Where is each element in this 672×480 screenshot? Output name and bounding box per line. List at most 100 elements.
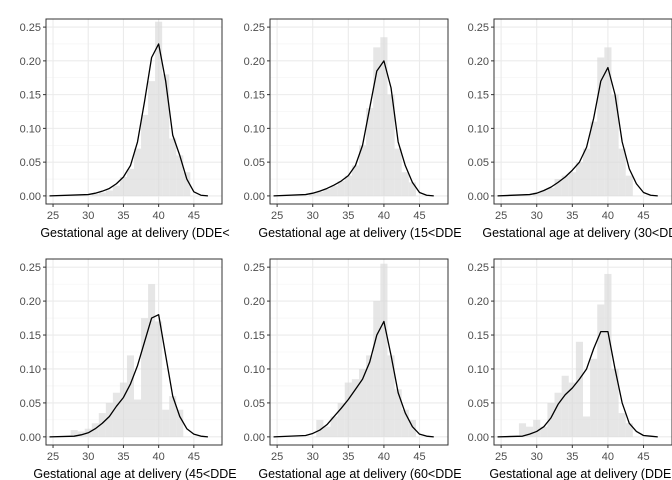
x-axis-title: Gestational age at delivery (DDE> <box>489 467 672 480</box>
histogram-bar <box>337 402 345 437</box>
histogram-bar <box>568 382 576 437</box>
plot-area <box>270 259 448 445</box>
histogram-bar <box>309 193 317 196</box>
histogram-bar <box>366 355 374 437</box>
histogram-bar <box>77 431 85 437</box>
histogram-bar <box>134 148 142 196</box>
x-tick-label: 25 <box>47 210 59 222</box>
y-tick-label: 0.25 <box>244 22 265 34</box>
x-tick-label: 45 <box>637 451 649 463</box>
histogram-bar <box>618 413 626 437</box>
histogram-bar <box>611 368 619 437</box>
histogram-bar <box>98 192 106 196</box>
histogram-bar <box>126 355 134 437</box>
y-tick-label: 0.25 <box>244 262 265 274</box>
density-curve <box>273 320 434 438</box>
x-tick-label: 35 <box>342 210 354 222</box>
histogram-bar <box>105 190 113 196</box>
y-tick-label: 0.00 <box>244 191 265 203</box>
y-tick-label: 0.10 <box>244 123 265 135</box>
histogram-bar <box>169 396 177 437</box>
histogram-bar <box>590 358 598 437</box>
histogram-bar <box>316 419 324 437</box>
histogram-bar <box>526 426 534 437</box>
histogram-bar <box>394 148 402 196</box>
panel-border <box>45 18 223 205</box>
y-tick-label: 0.00 <box>20 191 41 203</box>
y-tick-label: 0.15 <box>244 90 265 102</box>
histogram-bar <box>148 81 156 196</box>
histogram-bar <box>330 185 338 196</box>
histogram-bar <box>70 430 78 437</box>
facet-panel-2: 0.00 0.05 0.10 0.15 0.20 0.25 25 30 35 40 45 Gestat… <box>244 18 462 240</box>
x-axis-title: Gestational age at delivery (15<DDE <box>258 226 461 240</box>
histogram-bar <box>540 190 548 196</box>
histogram-bar <box>604 273 612 437</box>
histogram-bar <box>373 47 381 196</box>
y-tick-label: 0.15 <box>468 330 489 342</box>
y-tick-label: 0.15 <box>244 330 265 342</box>
y-tick-label: 0.05 <box>20 398 41 410</box>
histogram-bar <box>359 145 367 196</box>
y-tick-label: 0.05 <box>244 157 265 169</box>
histogram-bar <box>126 168 134 196</box>
facet-panel-3: 0.00 0.05 0.10 0.15 0.20 0.25 25 30 35 40 45 Gestat… <box>468 18 672 240</box>
y-tick-label: 0.25 <box>468 262 489 274</box>
plot-area <box>494 19 672 204</box>
y-tick-label: 0.00 <box>468 432 489 444</box>
histogram-bar <box>344 382 352 437</box>
x-tick-label: 30 <box>307 210 319 222</box>
histogram-bar <box>155 21 163 196</box>
histogram-bar <box>597 304 605 437</box>
histogram-bar <box>401 409 409 437</box>
x-tick-label: 45 <box>188 210 200 222</box>
x-tick-label: 40 <box>153 451 165 463</box>
x-tick-label: 30 <box>531 210 543 222</box>
y-tick-label: 0.00 <box>20 432 41 444</box>
histogram-bar <box>547 402 555 437</box>
y-tick-label: 0.25 <box>468 22 489 34</box>
histogram-bar <box>611 94 619 196</box>
x-axis-title: Gestational age at delivery (60<DDE <box>258 467 461 480</box>
x-tick-label: 40 <box>378 210 390 222</box>
histogram-bar <box>330 416 338 437</box>
x-tick-label: 40 <box>602 451 614 463</box>
histogram-bar <box>176 155 184 196</box>
x-tick-label: 45 <box>637 210 649 222</box>
y-tick-label: 0.10 <box>20 364 41 376</box>
histogram-bar <box>583 416 591 437</box>
histogram-bar <box>540 426 548 437</box>
x-tick-label: 45 <box>188 451 200 463</box>
histogram-bar <box>112 392 120 437</box>
y-tick-label: 0.10 <box>244 364 265 376</box>
x-tick-label: 30 <box>82 451 94 463</box>
y-tick-label: 0.20 <box>468 56 489 68</box>
y-tick-label: 0.15 <box>20 330 41 342</box>
y-tick-label: 0.20 <box>468 296 489 308</box>
panel-border <box>269 18 449 205</box>
plot-area <box>270 19 448 204</box>
x-tick-label: 25 <box>495 451 507 463</box>
histogram-bar <box>337 181 345 196</box>
histogram-bar <box>575 341 583 437</box>
histogram-bar <box>561 375 569 437</box>
x-tick-label: 40 <box>153 210 165 222</box>
histogram-bar <box>394 389 402 437</box>
y-tick-label: 0.00 <box>244 432 265 444</box>
histogram-bar <box>112 185 120 196</box>
histogram-bar <box>568 172 576 196</box>
facet-panel-4: 0.00 0.05 0.10 0.15 0.20 0.25 25 30 35 40 45 Gestat… <box>20 258 237 480</box>
x-tick-label: 40 <box>378 451 390 463</box>
histogram-bar <box>323 426 331 437</box>
histogram-bar <box>91 193 99 196</box>
plot-area <box>46 19 222 204</box>
density-curve <box>273 60 434 197</box>
y-tick-label: 0.05 <box>20 157 41 169</box>
histogram-bar <box>98 413 106 437</box>
histogram-bar <box>590 121 598 196</box>
histogram-bar <box>583 148 591 196</box>
panel-border <box>493 18 672 205</box>
histogram-bar <box>183 172 191 196</box>
histogram-bar <box>105 402 113 437</box>
